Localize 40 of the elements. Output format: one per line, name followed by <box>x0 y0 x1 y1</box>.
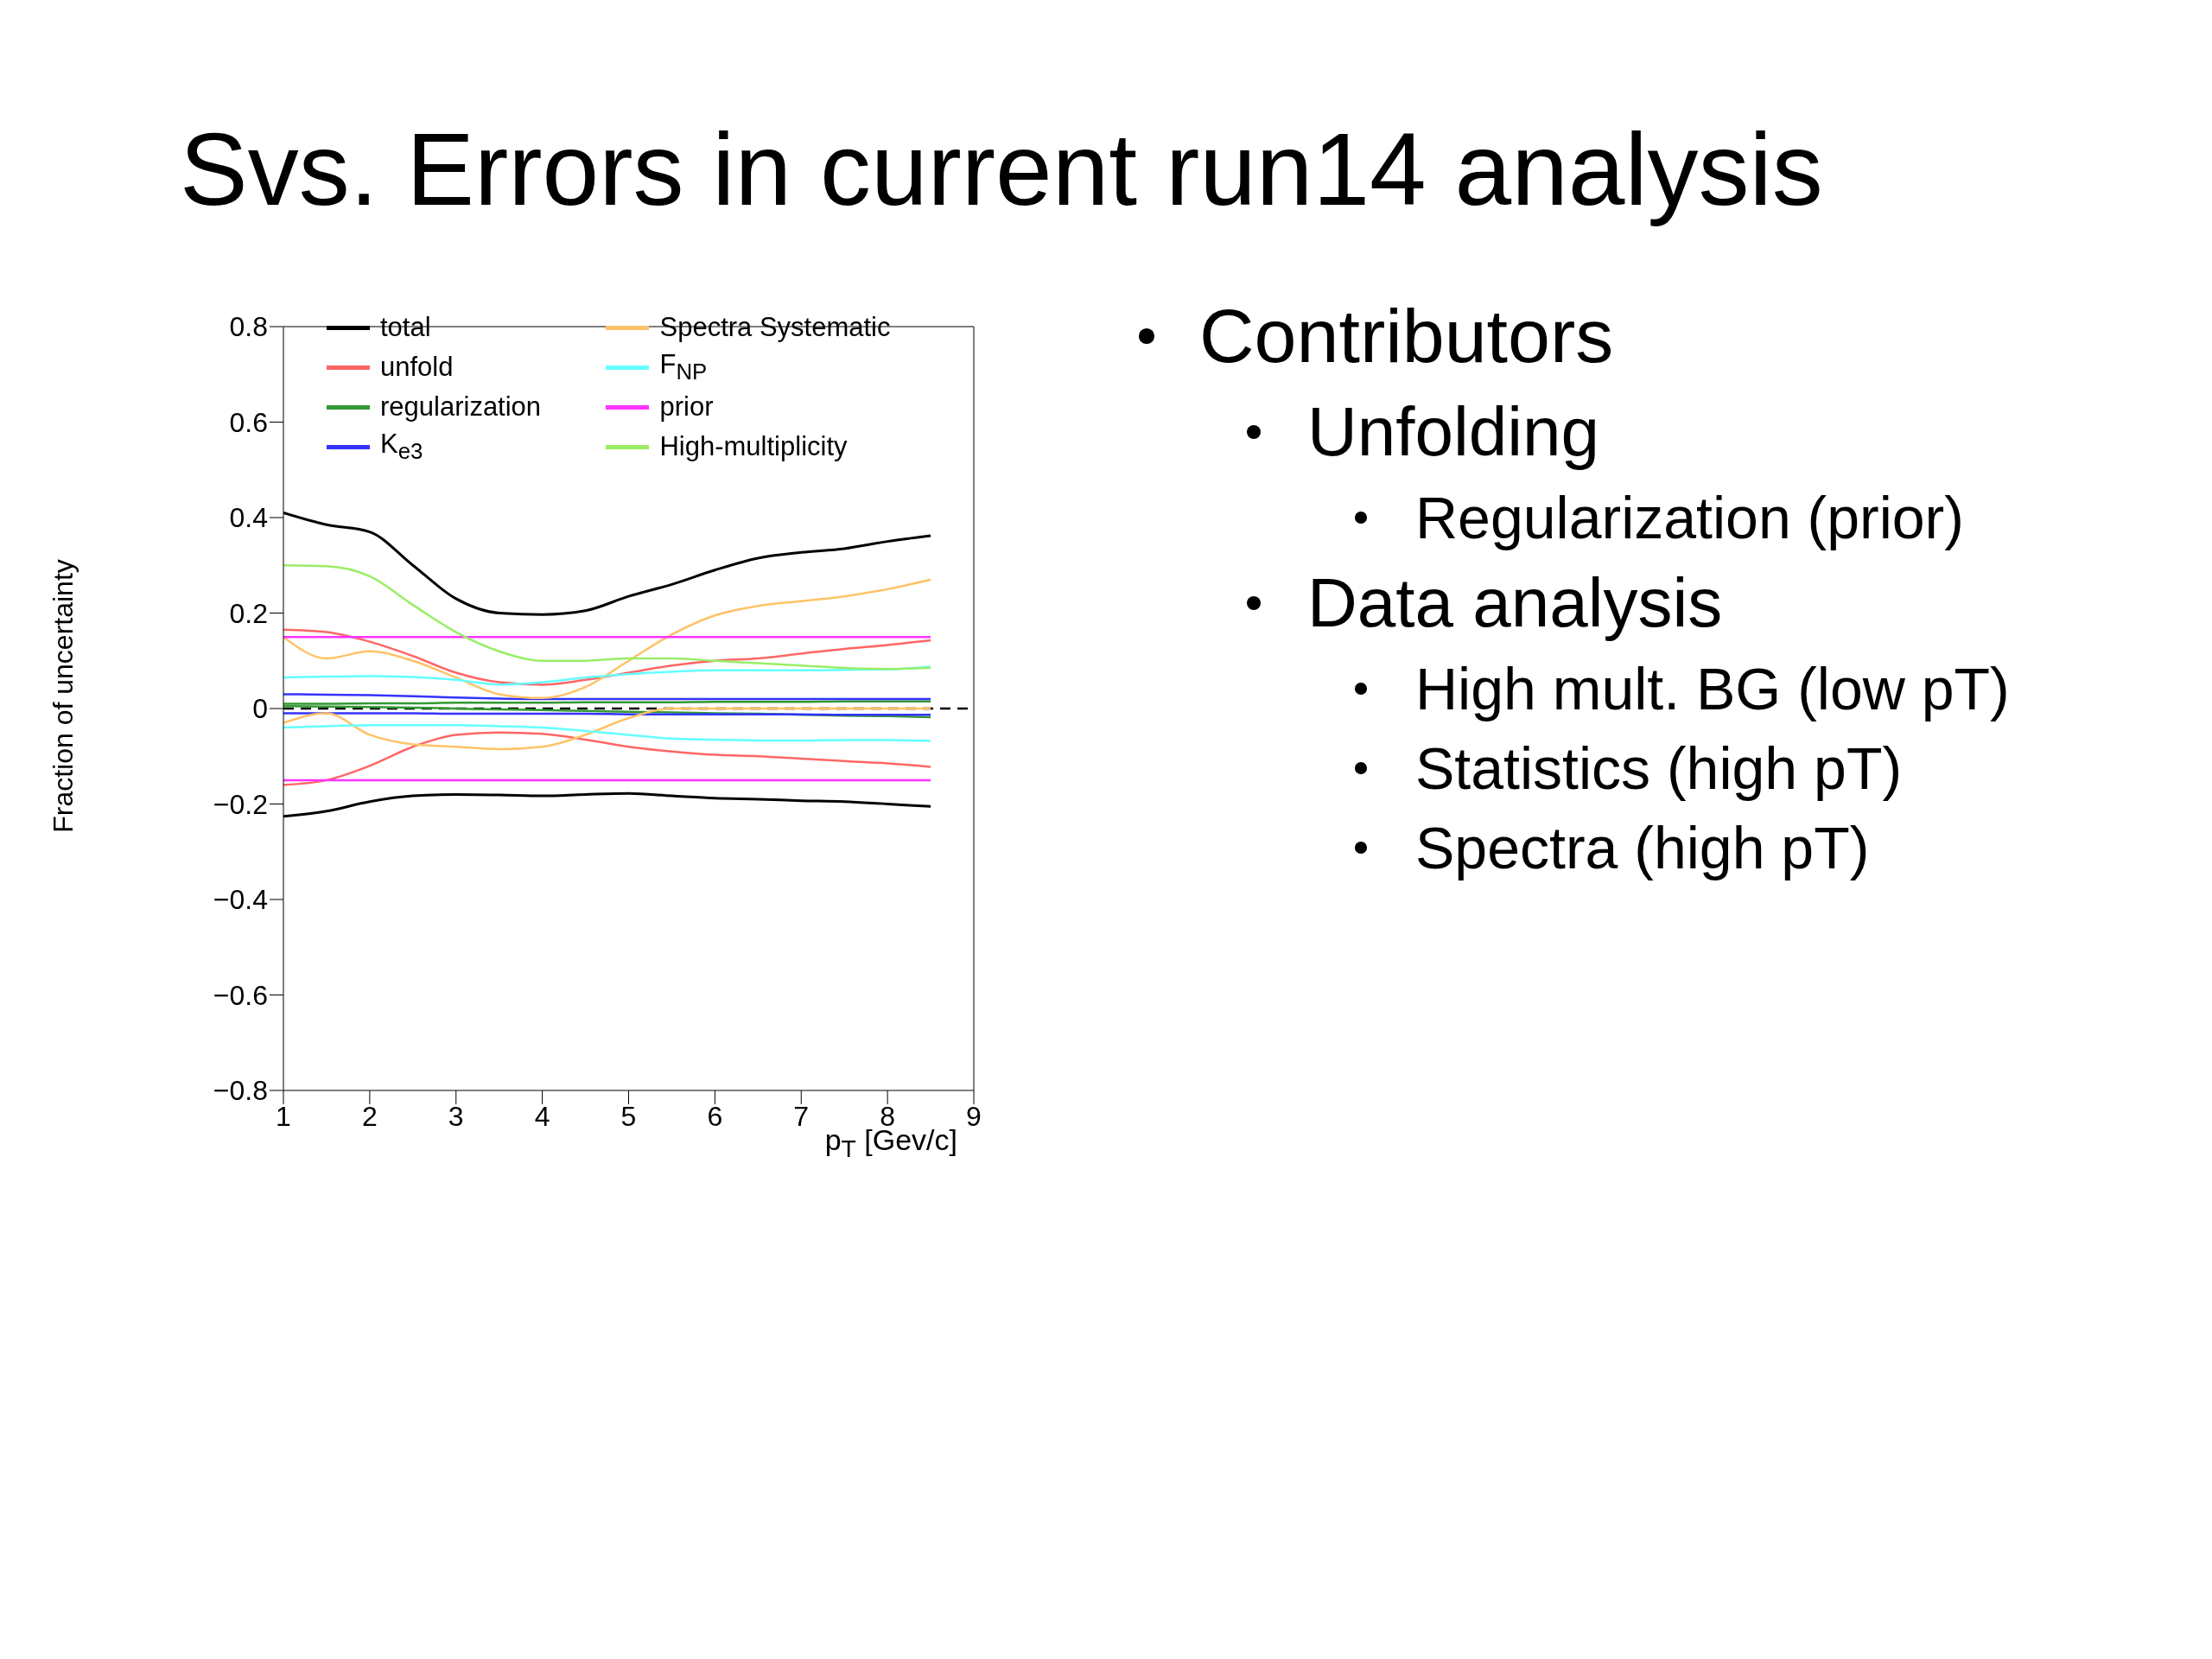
y-tick-label: −0.8 <box>213 1075 268 1107</box>
text: Unfolding <box>1307 392 1600 472</box>
legend-label: High-multiplicity <box>659 431 848 462</box>
y-axis-title: Fraction of uncertainty <box>47 558 79 833</box>
legend-label: prior <box>659 391 714 423</box>
text: Spectra (high pT) <box>1415 814 1870 881</box>
legend-label: K$_{e3}$ <box>380 429 423 465</box>
line-series <box>283 731 932 786</box>
line-series <box>283 578 932 700</box>
legend-label: unfold <box>380 352 454 383</box>
x-tick-label: 1 <box>276 1100 291 1132</box>
text: Statistics (high pT) <box>1415 734 1903 802</box>
line-series <box>283 628 932 686</box>
line-series <box>283 665 932 686</box>
chart-title: Svs. Errors in current run14 analysis <box>180 111 1823 228</box>
y-tick-label: 0.4 <box>229 502 268 534</box>
text: High mult. BG (low pT) <box>1415 655 2010 722</box>
y-tick-label: 0 <box>252 693 268 725</box>
x-tick-label: 6 <box>707 1100 723 1132</box>
x-tick-label: 5 <box>620 1100 637 1132</box>
y-tick-label: −0.4 <box>213 884 268 916</box>
x-tick-label: 9 <box>966 1100 982 1132</box>
text: Data analysis <box>1307 563 1723 643</box>
y-tick-label: −0.6 <box>213 979 268 1011</box>
x-tick-label: 2 <box>361 1100 378 1132</box>
y-tick-label: 0.6 <box>229 406 268 438</box>
y-tick-label: 0.2 <box>229 597 268 629</box>
text: Contributors <box>1199 292 1614 380</box>
x-tick-label: 7 <box>793 1100 810 1132</box>
line-series <box>283 564 932 671</box>
legend-label: regularization <box>380 391 542 423</box>
x-tick-label: 4 <box>534 1100 550 1132</box>
y-tick-label: −0.2 <box>213 788 268 820</box>
legend-label: Spectra Systematic <box>659 312 891 343</box>
legend-label: total <box>380 312 431 343</box>
text: Regularization (prior) <box>1415 484 1964 551</box>
line-series <box>283 724 932 742</box>
x-tick-label: 3 <box>448 1100 464 1132</box>
legend-label: F$_{NP}$ <box>659 349 708 385</box>
y-tick-label: 0.8 <box>229 311 268 343</box>
